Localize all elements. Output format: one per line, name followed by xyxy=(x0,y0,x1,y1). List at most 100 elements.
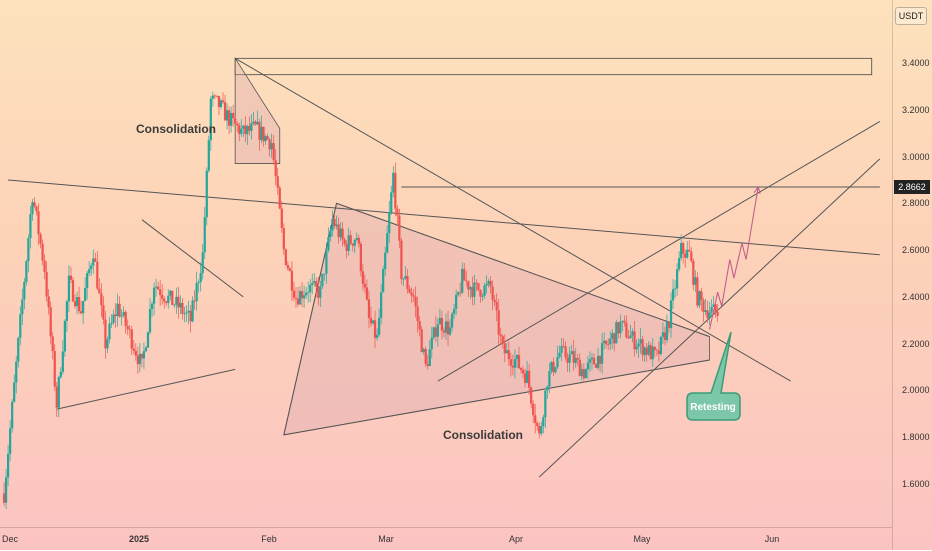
candle-body xyxy=(274,160,277,177)
candle-body xyxy=(71,279,75,302)
candle-body xyxy=(260,126,263,140)
candle-body xyxy=(568,354,571,363)
candle xyxy=(645,343,648,362)
candle xyxy=(505,343,508,354)
candle-body xyxy=(63,320,66,352)
candle xyxy=(550,361,553,374)
candle xyxy=(653,345,656,358)
candle-body xyxy=(65,301,69,321)
candle xyxy=(607,338,610,351)
candle-body xyxy=(418,320,421,330)
candle-body xyxy=(98,288,101,294)
candle-body xyxy=(120,315,123,317)
candle xyxy=(564,341,567,361)
zones-layer xyxy=(234,56,873,436)
quote-unit-badge[interactable]: USDT xyxy=(895,7,927,25)
candle xyxy=(609,331,612,351)
time-axis[interactable]: Dec 2025 Feb Mar Apr May Jun xyxy=(0,527,892,551)
candle xyxy=(457,291,460,297)
candle-body xyxy=(558,352,561,358)
candle xyxy=(258,118,261,151)
candle-body xyxy=(406,276,409,289)
candle-body xyxy=(79,311,83,314)
candle-body xyxy=(92,258,95,266)
candle xyxy=(223,94,227,121)
candle-body xyxy=(211,95,214,99)
candle-body xyxy=(199,273,202,283)
candle xyxy=(63,319,66,357)
candle xyxy=(635,339,638,354)
candle-body xyxy=(205,170,208,218)
candle-body xyxy=(611,333,614,339)
candle-body xyxy=(84,288,87,301)
candle-body xyxy=(276,176,279,188)
candle-body xyxy=(329,230,332,238)
candle xyxy=(126,319,129,336)
candle-body xyxy=(556,357,559,368)
candle-body xyxy=(493,299,496,302)
candle-body xyxy=(398,215,401,241)
candle xyxy=(25,259,28,286)
candle-body xyxy=(296,298,300,305)
candle xyxy=(292,281,296,302)
projection-path xyxy=(709,186,759,330)
candle-body xyxy=(576,357,579,360)
candle-body xyxy=(698,291,701,306)
candle-body xyxy=(262,126,265,142)
candle xyxy=(4,468,8,509)
candle xyxy=(343,237,346,247)
candle-body xyxy=(88,269,91,274)
candle-body xyxy=(351,243,354,246)
candle-body xyxy=(590,357,594,360)
candle-body xyxy=(365,287,369,300)
candle-body xyxy=(377,317,381,335)
candle xyxy=(477,283,480,292)
candle-body xyxy=(288,268,292,271)
candle xyxy=(175,287,178,314)
candle xyxy=(35,205,38,216)
candle-body xyxy=(132,348,135,351)
candle xyxy=(132,340,135,355)
candle xyxy=(256,110,259,126)
price-axis[interactable]: USDT 3.4000 3.2000 3.0000 2.8000 2.6000 … xyxy=(892,0,932,550)
candle xyxy=(300,282,304,308)
candle-body xyxy=(290,270,294,291)
candle xyxy=(213,94,217,100)
candle xyxy=(625,315,628,339)
candle-body xyxy=(384,252,387,270)
candle xyxy=(392,166,395,198)
candle-body xyxy=(341,228,344,240)
candle-body xyxy=(112,314,115,323)
candle-body xyxy=(473,282,476,297)
candle-body xyxy=(73,301,77,307)
candle-body xyxy=(416,306,419,321)
candle xyxy=(600,332,604,374)
candle xyxy=(655,348,658,356)
candle xyxy=(481,293,484,301)
candle-body xyxy=(41,243,44,261)
candle xyxy=(361,264,364,291)
candle-body xyxy=(282,227,285,250)
candle xyxy=(67,265,71,312)
plot-area[interactable]: Consolidation Consolidation Retesting xyxy=(0,0,892,527)
candle xyxy=(238,122,241,142)
candle-body xyxy=(369,317,373,324)
candle xyxy=(491,280,494,311)
trendline xyxy=(283,359,710,436)
trendline xyxy=(8,179,880,256)
candle xyxy=(140,353,144,368)
candle-body xyxy=(523,373,527,383)
candle-body xyxy=(402,278,405,280)
candle xyxy=(420,325,423,353)
candle xyxy=(114,302,117,328)
candle xyxy=(700,287,703,312)
candle xyxy=(163,296,166,309)
candle xyxy=(448,318,452,337)
candle xyxy=(690,246,693,264)
candle-body xyxy=(566,357,569,363)
candle xyxy=(394,162,397,217)
candle xyxy=(554,366,557,374)
candle xyxy=(629,324,632,339)
candle-body xyxy=(519,368,523,370)
candle xyxy=(558,345,561,359)
